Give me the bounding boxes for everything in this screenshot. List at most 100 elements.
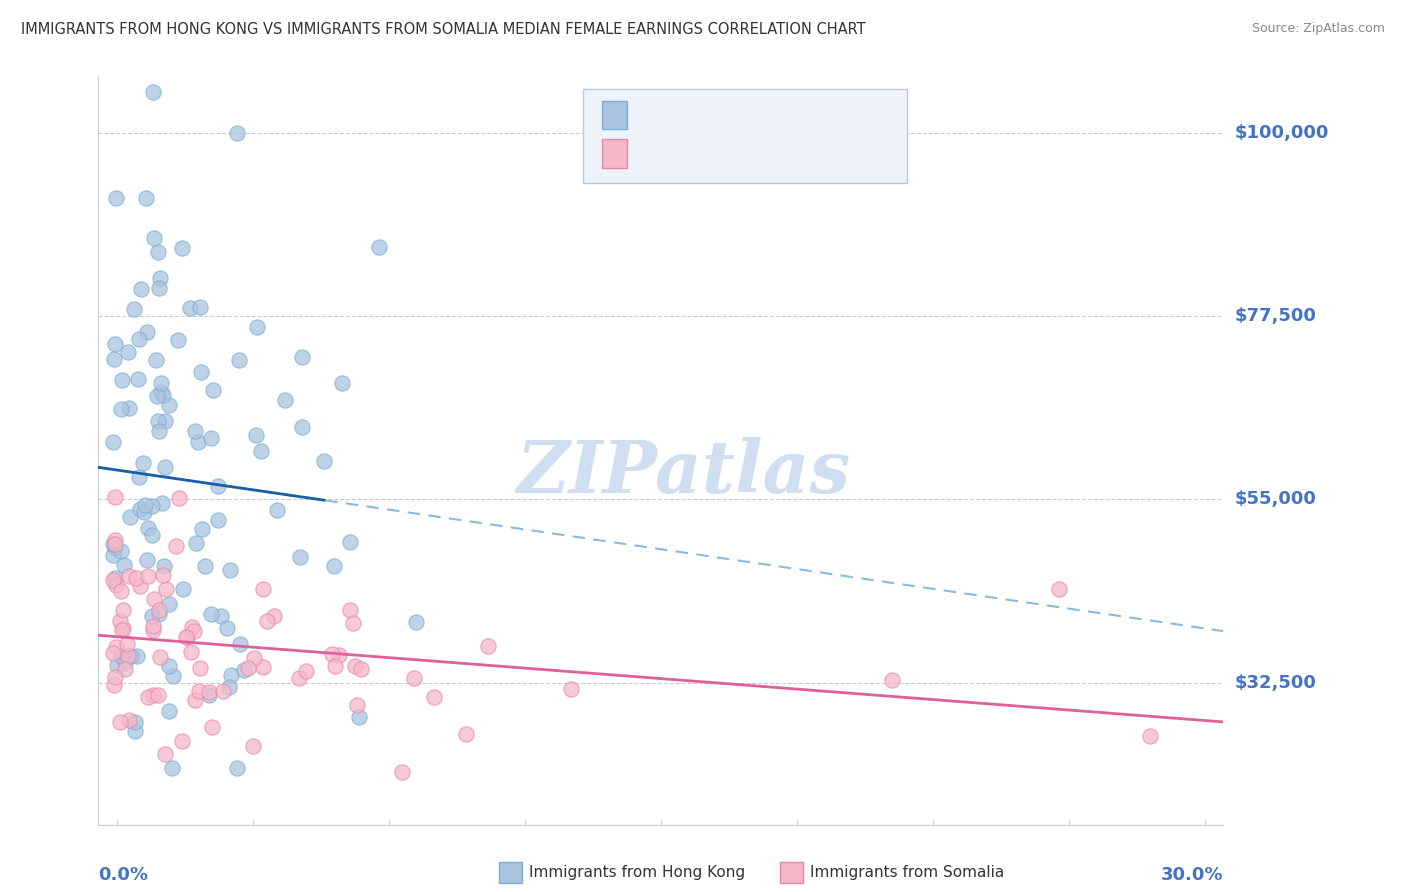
Point — [148, 424, 170, 438]
Point — [146, 414, 169, 428]
Point — [101, 434, 124, 449]
Text: N =: N = — [742, 104, 779, 122]
Point — [142, 619, 165, 633]
Point — [128, 470, 150, 484]
Point — [103, 678, 125, 692]
Point — [157, 704, 180, 718]
Point — [165, 540, 187, 554]
Point — [146, 688, 169, 702]
Point — [233, 664, 256, 678]
Point — [405, 615, 427, 630]
Point — [112, 558, 135, 572]
Point — [111, 373, 134, 387]
Point — [167, 491, 190, 505]
Point — [229, 637, 252, 651]
Point — [256, 615, 278, 629]
Point — [141, 528, 163, 542]
Point — [423, 690, 446, 704]
Point — [184, 424, 207, 438]
Point — [242, 739, 264, 754]
Point — [108, 715, 131, 730]
Point — [166, 333, 188, 347]
Point — [176, 630, 198, 644]
Point — [184, 536, 207, 550]
Point — [219, 668, 242, 682]
Point — [155, 460, 177, 475]
Point — [103, 573, 125, 587]
Point — [295, 664, 318, 678]
Point — [314, 454, 336, 468]
Text: Immigrants from Somalia: Immigrants from Somalia — [810, 865, 1004, 880]
Point — [155, 582, 177, 597]
Point — [152, 567, 174, 582]
Point — [350, 662, 373, 676]
Point — [114, 656, 136, 670]
Point — [323, 658, 346, 673]
Point — [104, 571, 127, 585]
Text: $100,000: $100,000 — [1234, 124, 1329, 142]
Point — [252, 660, 274, 674]
Point — [288, 550, 311, 565]
Point — [111, 622, 134, 636]
Point — [250, 443, 273, 458]
Point — [134, 505, 156, 519]
Point — [349, 710, 371, 724]
Point — [176, 630, 198, 644]
Point — [142, 623, 165, 637]
Point — [328, 648, 350, 662]
Point — [219, 563, 242, 577]
Point — [1139, 729, 1161, 743]
Point — [134, 498, 156, 512]
Point — [115, 637, 138, 651]
Point — [183, 624, 205, 638]
Point — [136, 690, 159, 704]
Point — [124, 724, 146, 739]
Point — [342, 615, 364, 630]
Text: -0.391: -0.391 — [683, 143, 737, 161]
Point — [226, 126, 249, 140]
Text: 0.036: 0.036 — [683, 104, 731, 122]
Point — [146, 245, 169, 260]
Point — [560, 681, 582, 696]
Text: $55,000: $55,000 — [1234, 491, 1316, 508]
Point — [127, 372, 149, 386]
Point — [104, 670, 127, 684]
Point — [160, 761, 183, 775]
Point — [245, 428, 267, 442]
Point — [332, 376, 354, 390]
Point — [129, 282, 152, 296]
Point — [152, 559, 174, 574]
Point — [105, 640, 128, 654]
Point — [136, 568, 159, 582]
Text: Immigrants from Hong Kong: Immigrants from Hong Kong — [529, 865, 745, 880]
Point — [190, 522, 212, 536]
Point — [288, 671, 311, 685]
Point — [104, 191, 127, 205]
Point — [187, 683, 209, 698]
Point — [129, 579, 152, 593]
Point — [153, 747, 176, 761]
Point — [346, 698, 368, 713]
Point — [243, 650, 266, 665]
Point — [181, 620, 204, 634]
Text: N =: N = — [742, 143, 779, 161]
Point — [101, 537, 124, 551]
Text: 0.0%: 0.0% — [98, 866, 149, 884]
Point — [125, 649, 148, 664]
Point — [226, 761, 249, 775]
Point — [454, 727, 477, 741]
Point — [344, 658, 367, 673]
Point — [135, 325, 157, 339]
Point — [291, 350, 314, 364]
Point — [143, 231, 166, 245]
Text: Source: ZipAtlas.com: Source: ZipAtlas.com — [1251, 22, 1385, 36]
Point — [209, 609, 232, 624]
Point — [391, 765, 413, 780]
Point — [339, 535, 361, 549]
Point — [118, 569, 141, 583]
Point — [218, 680, 240, 694]
Point — [117, 648, 139, 663]
Point — [148, 603, 170, 617]
Point — [157, 597, 180, 611]
Point — [201, 720, 224, 734]
